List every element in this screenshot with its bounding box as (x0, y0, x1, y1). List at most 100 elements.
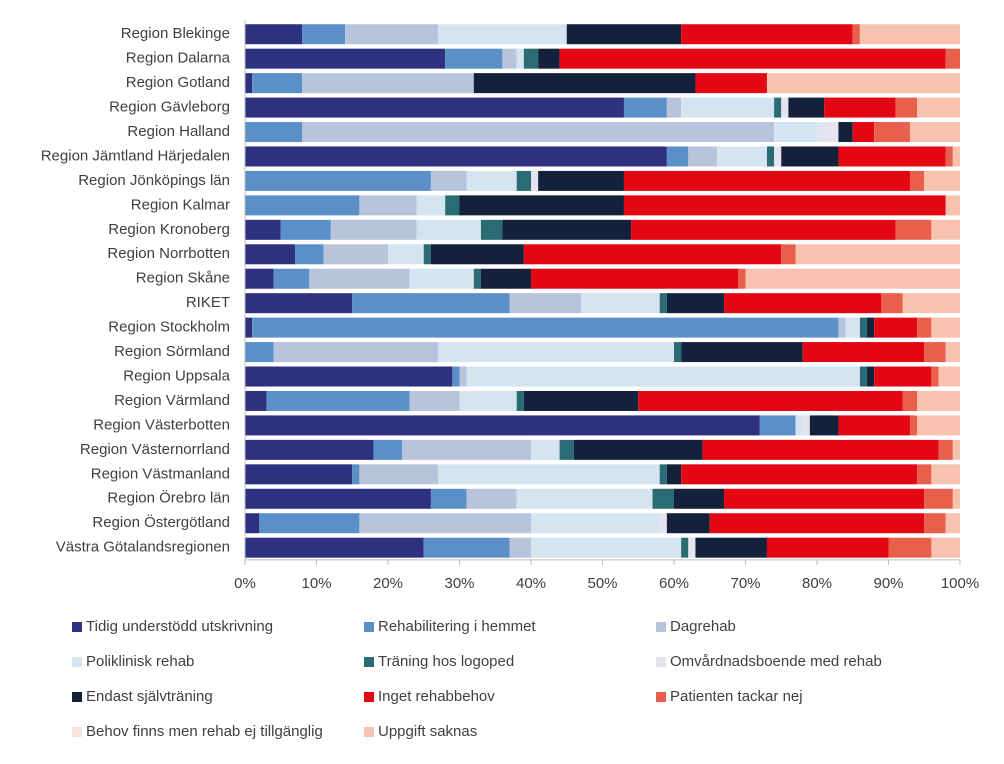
x-tick-label: 20% (373, 575, 403, 592)
bar-segment (245, 97, 624, 118)
bar-segment (802, 415, 810, 436)
bar-segment (566, 24, 682, 45)
bar-segment (445, 195, 460, 216)
bar-segment (245, 293, 353, 314)
y-tick-label: RIKET (186, 294, 230, 311)
bar-segment (352, 293, 510, 314)
y-tick-label: Region Sörmland (114, 343, 230, 360)
bar-segment (917, 464, 932, 485)
bar-segment (466, 366, 860, 387)
bar-segment (895, 97, 918, 118)
bar-segment (681, 537, 689, 558)
bar-segment (817, 122, 839, 143)
bar-segment (409, 390, 460, 411)
bar-segment (295, 244, 324, 265)
bar-segment (523, 390, 639, 411)
bar-segment (538, 48, 560, 69)
legend-label: Behov finns men rehab ej tillgänglig (86, 723, 323, 740)
bar-segment (859, 317, 868, 338)
bar-segment (766, 146, 775, 167)
legend-label: Träning hos logoped (378, 653, 514, 670)
bar-segment (516, 488, 653, 509)
bar-segment (631, 219, 896, 240)
bar-segment (538, 170, 624, 191)
bar-segment (509, 293, 582, 314)
bar-segment (245, 48, 446, 69)
bar-segment (523, 48, 539, 69)
bar-segment (245, 73, 253, 94)
bar-segment (695, 537, 767, 558)
bar-segment (931, 219, 960, 240)
bar-segment (681, 97, 775, 118)
bar-segment (766, 73, 960, 94)
bar-segment (681, 24, 853, 45)
y-tick-label: Region Halland (127, 123, 230, 140)
bar-segment (359, 513, 531, 534)
legend-swatch (364, 622, 374, 632)
bar-segment (245, 170, 431, 191)
bar-segment (745, 268, 960, 289)
y-tick-label: Region Norrbotten (107, 245, 230, 262)
bar-segment (867, 317, 875, 338)
y-tick-label: Region Örebro län (107, 489, 230, 507)
legend-swatch (364, 692, 374, 702)
bar-segment (459, 195, 624, 216)
bar-segment (245, 268, 274, 289)
bar-segment (952, 488, 960, 509)
legend-label: Patienten tackar nej (670, 688, 803, 705)
legend-swatch (72, 657, 82, 667)
bar-segment (766, 537, 889, 558)
y-tick-label: Region Gotland (126, 74, 230, 91)
y-tick-label: Region Östergötland (92, 513, 230, 531)
bar-segment (323, 244, 388, 265)
bar-segment (945, 195, 960, 216)
y-tick-label: Region Jämtland Härjedalen (41, 147, 230, 164)
bar-segment (252, 73, 303, 94)
bar-segment (909, 415, 918, 436)
bar-segment (245, 195, 360, 216)
bar-segment (245, 219, 281, 240)
bar-segment (659, 464, 667, 485)
bar-segment (888, 537, 932, 558)
bar-segment (466, 488, 517, 509)
bar-segment (480, 219, 503, 240)
bar-segment (859, 366, 868, 387)
bar-segment (716, 146, 767, 167)
bar-segment (874, 317, 918, 338)
bar-segment (430, 488, 467, 509)
bar-segment (838, 122, 853, 143)
bar-segment (330, 219, 417, 240)
bar-segment (245, 146, 667, 167)
bar-segment (781, 244, 796, 265)
bar-segment (688, 146, 717, 167)
bar-segment (688, 537, 696, 558)
bar-segment (795, 244, 960, 265)
bar-segment (409, 268, 474, 289)
bar-segment (359, 195, 417, 216)
bar-segment (502, 219, 632, 240)
bar-segment (781, 97, 789, 118)
bar-segment (652, 488, 674, 509)
bar-segment (874, 122, 910, 143)
x-tick-label: 10% (301, 575, 331, 592)
bar-segment (509, 537, 531, 558)
bar-segment (938, 366, 960, 387)
legend-swatch (364, 657, 374, 667)
bar-segment (938, 439, 953, 460)
y-tick-label: Region Västernorrland (80, 441, 230, 458)
bar-segment (931, 537, 960, 558)
bar-segment (845, 317, 860, 338)
bar-segment (909, 122, 960, 143)
bar-segment (245, 537, 424, 558)
bar-segment (438, 342, 674, 363)
bar-segment (245, 317, 253, 338)
bar-segment (473, 73, 696, 94)
bar-segment (781, 146, 839, 167)
bar-segment (245, 513, 260, 534)
bar-segment (430, 170, 467, 191)
bar-segment (245, 415, 760, 436)
bar-segment (638, 390, 903, 411)
bar-segment (266, 390, 410, 411)
bar-segment (516, 390, 524, 411)
